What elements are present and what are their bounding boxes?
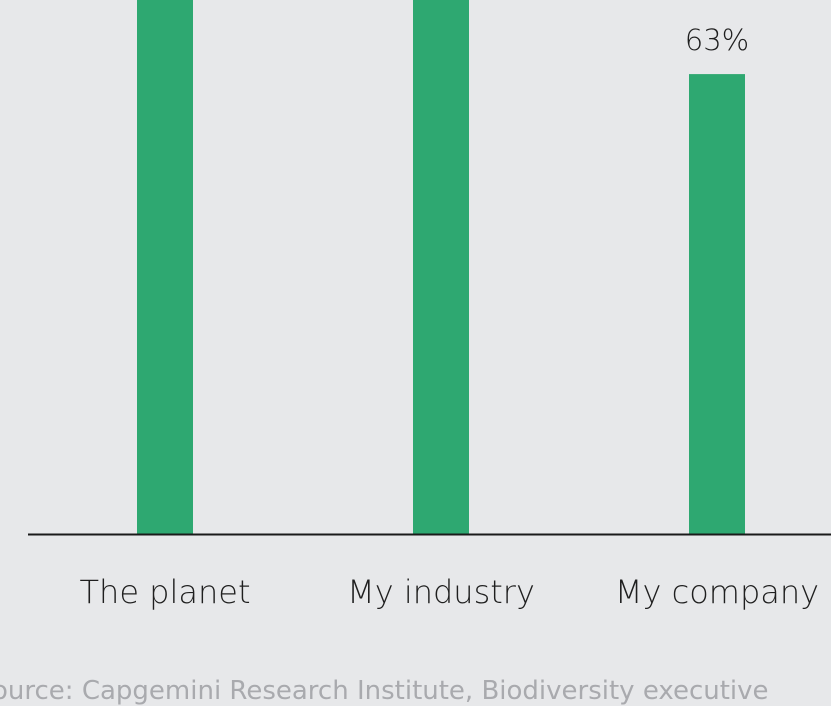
x-tick-label-the-planet: The planet [79,573,250,611]
bar-my-industry [413,0,469,534]
x-tick-label-my-company: My company [615,573,819,611]
source-note: ource: Capgemini Research Institute, Bio… [0,676,769,706]
x-tick-label-my-industry: My industry [347,573,535,611]
x-tick-labels-group: The planet My industry My company [79,573,819,611]
bar-my-company [689,74,745,534]
data-label-my-company: 63% [685,23,749,57]
bars-group [137,0,745,534]
bar-the-planet [137,0,193,534]
data-labels-group: 63% [685,23,749,57]
